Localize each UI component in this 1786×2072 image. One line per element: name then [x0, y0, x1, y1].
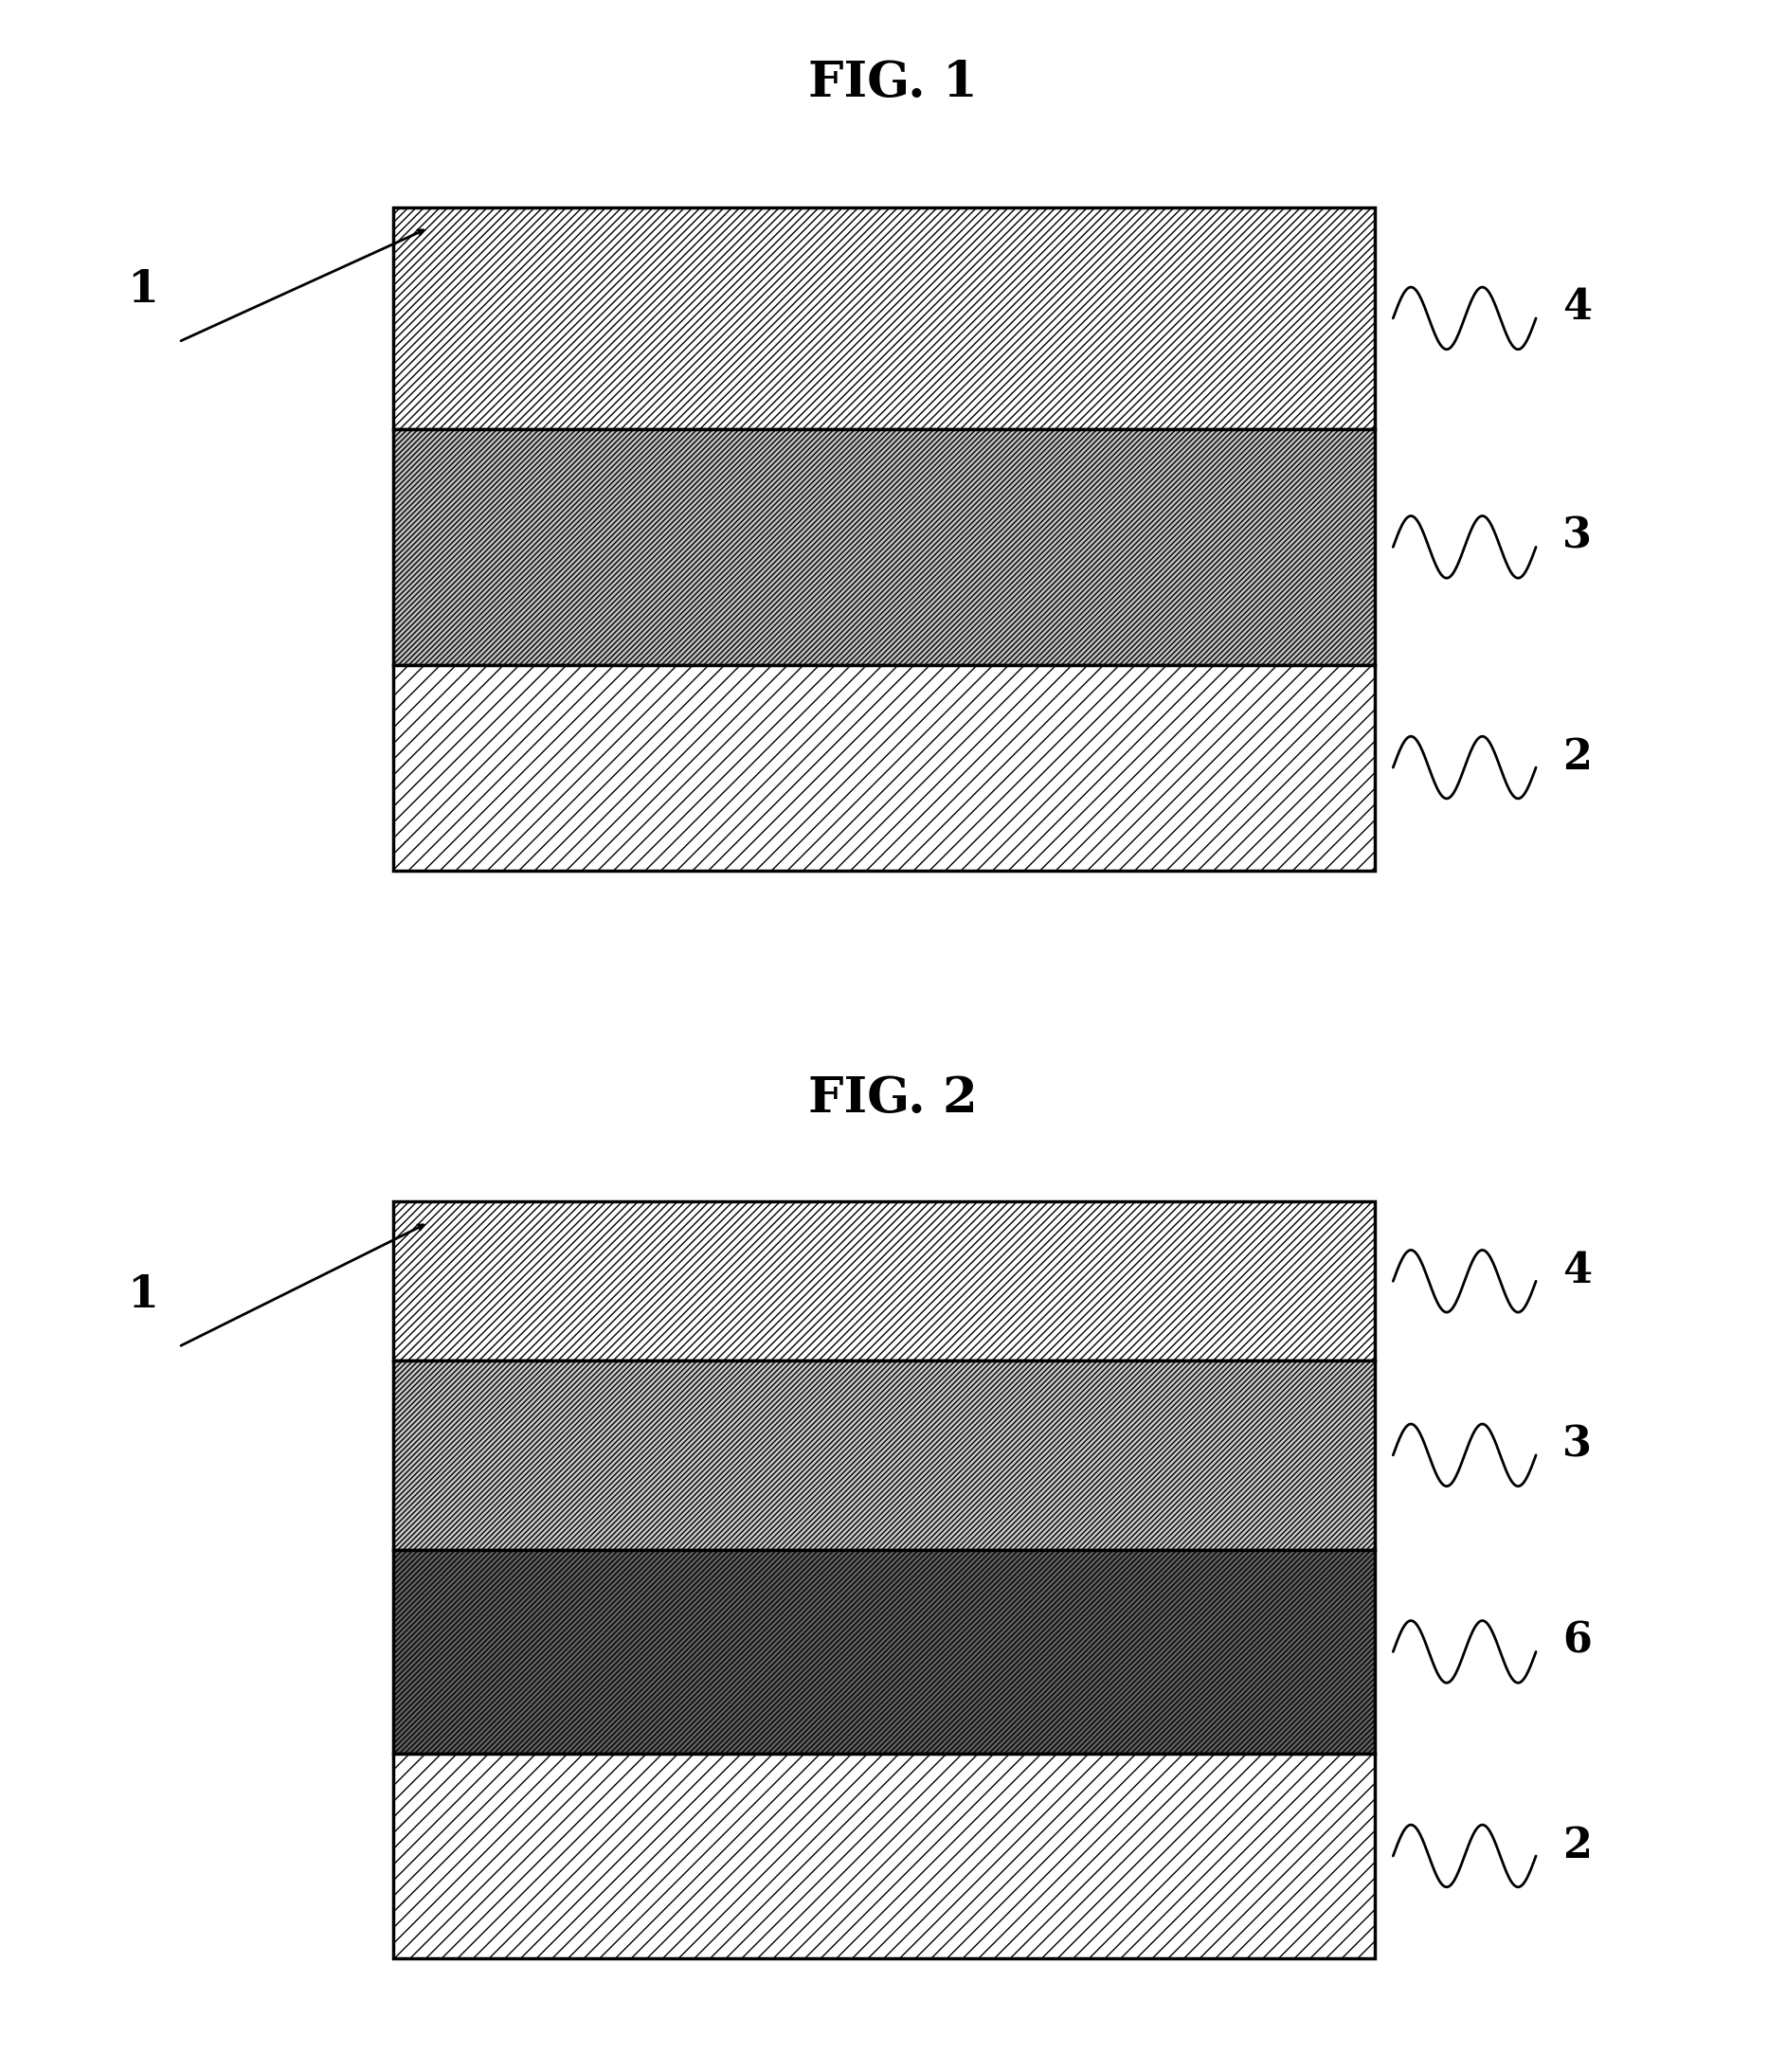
Text: FIG. 1: FIG. 1 — [809, 58, 977, 108]
Text: 4: 4 — [1563, 288, 1593, 327]
Bar — [393, 429, 1375, 665]
Text: 2: 2 — [1563, 738, 1591, 777]
Bar — [393, 1361, 1375, 1550]
Bar — [393, 207, 1375, 429]
Text: 2: 2 — [1563, 1825, 1591, 1867]
Text: FIG. 2: FIG. 2 — [809, 1073, 977, 1123]
Bar — [393, 665, 1375, 870]
Text: 4: 4 — [1563, 1249, 1593, 1291]
Bar — [393, 1550, 1375, 1753]
Text: 3: 3 — [1563, 1423, 1591, 1465]
Bar — [393, 1753, 1375, 1958]
Bar — [393, 1361, 1375, 1550]
Bar — [393, 207, 1375, 429]
Bar — [393, 665, 1375, 870]
Bar — [393, 1753, 1375, 1958]
Bar — [393, 1202, 1375, 1361]
Text: 1: 1 — [127, 267, 159, 313]
Bar — [393, 1550, 1375, 1753]
Text: 1: 1 — [127, 1272, 159, 1318]
Bar — [393, 429, 1375, 665]
Text: 3: 3 — [1563, 516, 1591, 557]
Text: 6: 6 — [1563, 1620, 1591, 1662]
Bar — [393, 1202, 1375, 1361]
